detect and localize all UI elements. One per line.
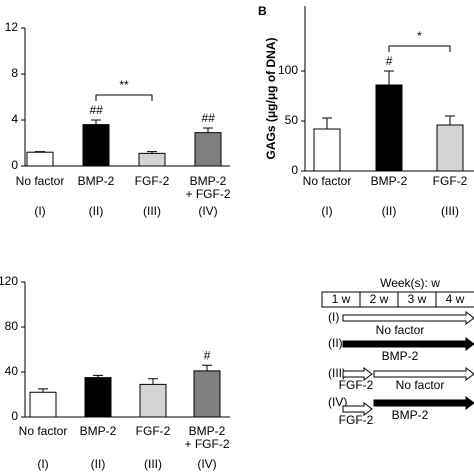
significance-marker: # [386, 54, 393, 68]
panel-label: B [258, 4, 267, 18]
y-tick-label: 12 [5, 20, 19, 34]
x-tick-label: BMP-2 [371, 174, 408, 188]
y-tick-label: 0 [11, 158, 18, 172]
error-bar [445, 115, 455, 125]
x-tick-label: FGF-2 [433, 174, 468, 188]
significance-marker: ## [89, 103, 103, 117]
error-bar [35, 151, 45, 153]
arrow [373, 396, 474, 410]
bar [375, 84, 403, 172]
group-label: (II) [89, 204, 104, 218]
arrow [342, 367, 373, 381]
x-tick-label: No factor [303, 174, 352, 188]
schedule-diagram: Week(s): w 1 w 2 w 3 w 4 w (I) No factor… [321, 276, 474, 427]
week-cell: 2 w [370, 292, 389, 306]
row-group: (II) [328, 336, 343, 350]
group-label: (III) [143, 204, 161, 218]
arrow [342, 311, 474, 325]
significance-label: ** [119, 78, 129, 92]
arrow [342, 402, 373, 416]
bar-chart: 0 50 100 B GAGs (μg/μg of DNA) No factor (I) # B… [258, 4, 474, 218]
x-tick-label: No factor [19, 424, 68, 438]
arrow [373, 367, 474, 381]
arrow-label: BMP-2 [392, 408, 429, 422]
week-cell: 3 w [408, 292, 427, 306]
arrow-label: No factor [396, 378, 445, 392]
bar [139, 383, 167, 418]
group-label: (III) [441, 204, 459, 218]
significance-bracket [95, 94, 153, 101]
error-bar [203, 127, 213, 133]
bar [194, 132, 222, 167]
week-cell: 1 w [332, 292, 351, 306]
group-label: (IV) [198, 204, 217, 218]
error-bar [147, 151, 157, 154]
x-tick-label: FGF-2 [135, 174, 170, 188]
x-tick-label: No factor [16, 174, 65, 188]
y-tick-label: 0 [291, 163, 298, 177]
error-bar [93, 374, 103, 378]
y-tick-label: 50 [285, 113, 299, 127]
significance-marker: ## [201, 111, 215, 125]
y-tick-label: 40 [5, 364, 19, 378]
x-tick-label: BMP-2 [78, 174, 115, 188]
week-cell: 4 w [446, 292, 465, 306]
group-label: (II) [91, 457, 106, 471]
y-tick-label: 8 [11, 66, 18, 80]
bar [313, 128, 341, 172]
y-tick-label: 100 [278, 63, 298, 77]
week-header: Week(s): w [380, 276, 440, 290]
bar [29, 391, 57, 418]
arrow-label: No factor [376, 323, 425, 337]
significance-marker: # [204, 348, 211, 362]
bar-chart: 0 4 8 12 No factor (I) ## BMP-2 (II) FGF-2 (III) ##… [5, 20, 231, 218]
y-tick-label: 80 [5, 319, 19, 333]
y-tick-label: 0 [11, 409, 18, 423]
bar-chart: 0 40 80 120 No factor (I) BMP-2 (II) FGF-2 (III) #… [0, 274, 230, 471]
x-tick-label: BMP-2 [80, 424, 117, 438]
y-tick-label: 4 [11, 112, 18, 126]
y-tick-label: 120 [0, 274, 18, 288]
error-bar [148, 378, 158, 385]
error-bar [38, 388, 48, 393]
y-axis-label: GAGs (μg/μg of DNA) [264, 37, 278, 159]
x-tick-label: FGF-2 [136, 424, 171, 438]
arrow-label: BMP-2 [382, 349, 419, 363]
bar [138, 152, 166, 167]
error-bar [322, 117, 332, 129]
x-tick-label: BMP-2 + FGF-2 [184, 424, 229, 451]
group-label: (I) [34, 204, 45, 218]
row-group: (III) [328, 366, 346, 380]
bar [84, 377, 112, 418]
group-label: (I) [37, 457, 48, 471]
significance-label: * [417, 29, 422, 43]
bar [26, 151, 54, 167]
group-label: (III) [144, 457, 162, 471]
group-label: (I) [321, 204, 332, 218]
bar [436, 124, 464, 172]
group-label: (IV) [197, 457, 216, 471]
arrow [342, 337, 474, 351]
error-bar [202, 364, 212, 371]
bar [193, 370, 221, 418]
arrow-label: FGF-2 [339, 413, 374, 427]
significance-bracket [388, 45, 451, 52]
error-bar [384, 70, 394, 85]
group-label: (II) [382, 204, 397, 218]
bar [82, 124, 110, 167]
error-bar [91, 119, 101, 125]
arrow-label: FGF-2 [339, 378, 374, 392]
x-tick-label: BMP-2 + FGF-2 [185, 174, 230, 201]
row-group: (I) [328, 310, 339, 324]
